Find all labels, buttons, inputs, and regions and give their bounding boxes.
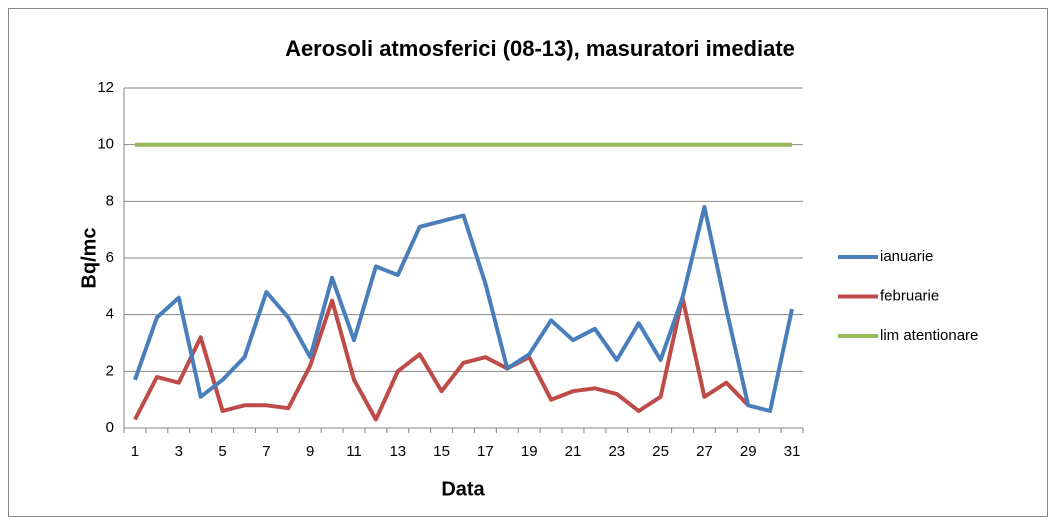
x-tick-label: 9	[306, 443, 314, 460]
x-tick-label: 17	[477, 443, 494, 460]
legend-label: februarie	[880, 287, 939, 304]
x-tick-label: 27	[696, 443, 713, 460]
x-tick-label: 5	[218, 443, 226, 460]
y-tick-label: 10	[97, 136, 114, 153]
y-tick-label: 6	[106, 249, 114, 266]
x-tick-label: 11	[346, 443, 362, 460]
legend-label: lim atentionare	[880, 327, 978, 344]
x-tick-label: 3	[175, 443, 183, 460]
y-tick-label: 8	[106, 192, 114, 209]
series-line	[133, 205, 794, 413]
x-axis-label: Data	[441, 478, 485, 500]
y-tick-label: 0	[106, 419, 114, 436]
legend-label: ianuarie	[880, 248, 933, 265]
chart-border	[8, 8, 1048, 517]
chart-title: Aerosoli atmosferici (08-13), masuratori…	[285, 36, 795, 61]
series-line	[133, 295, 750, 422]
y-axis-label: Bq/mc	[78, 227, 100, 288]
x-tick-label: 19	[521, 443, 538, 460]
x-tick-label: 7	[262, 443, 270, 460]
x-tick-label: 1	[131, 443, 139, 460]
x-tick-label: 21	[565, 443, 582, 460]
y-tick-label: 2	[106, 362, 114, 379]
y-tick-label: 4	[106, 306, 114, 323]
y-tick-label: 12	[97, 79, 114, 96]
x-tick-label: 25	[652, 443, 669, 460]
x-tick-label: 23	[608, 443, 625, 460]
x-tick-label: 31	[784, 443, 801, 460]
x-tick-label: 13	[389, 443, 406, 460]
x-tick-label: 29	[740, 443, 757, 460]
x-tick-label: 15	[433, 443, 450, 460]
